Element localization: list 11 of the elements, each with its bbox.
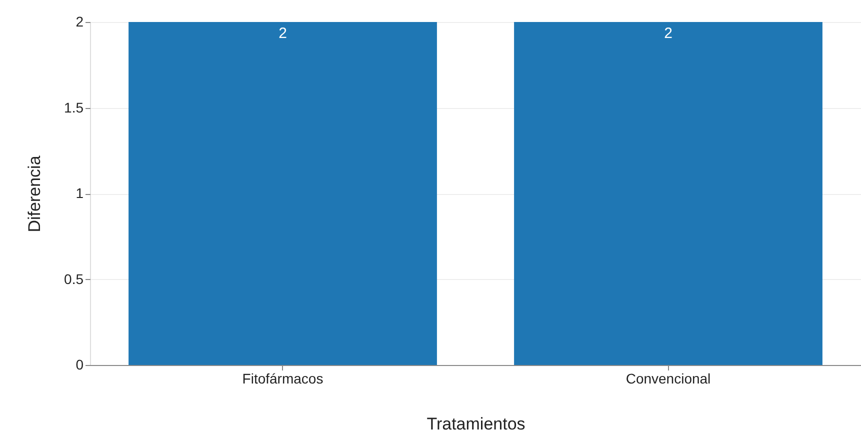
y-tick-label: 1 (76, 185, 84, 201)
y-tick-label: 1.5 (64, 99, 84, 116)
x-axis-title: Tratamientos (426, 414, 526, 434)
y-tick-label: 2 (76, 14, 84, 30)
y-axis-title: Diferencia (25, 155, 44, 232)
data-label: 2 (278, 25, 287, 42)
x-tick-label: Convencional (626, 370, 711, 386)
x-tick-label: Fitofármacos (242, 370, 324, 386)
y-tick-label: 0 (76, 356, 84, 372)
data-label: 2 (664, 25, 672, 42)
y-tick-label: 0.5 (64, 270, 84, 287)
